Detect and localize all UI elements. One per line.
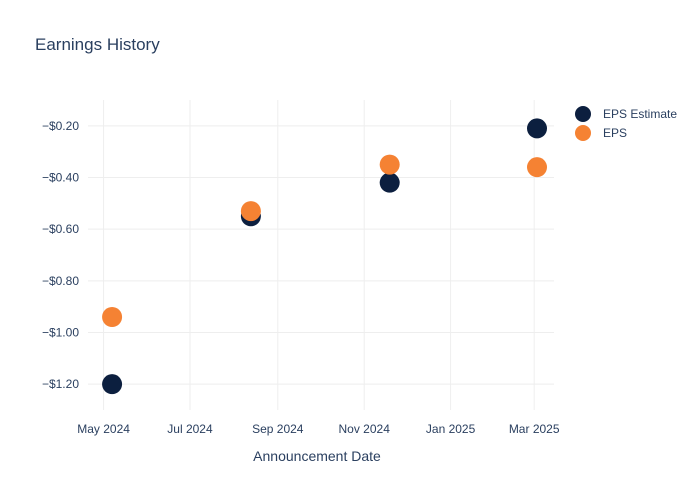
series-eps-estimate: [102, 118, 548, 395]
legend-label: EPS: [603, 126, 627, 140]
chart-title: Earnings History: [35, 35, 160, 54]
y-axis-ticks: −$0.20 −$0.40 −$0.60 −$0.80 −$1.00 −$1.20: [42, 119, 79, 391]
data-point[interactable]: [102, 307, 123, 327]
x-tick-label: Jul 2024: [167, 422, 213, 436]
legend-item[interactable]: EPS: [575, 125, 627, 141]
data-point[interactable]: [527, 157, 548, 178]
x-axis-title: Announcement Date: [253, 448, 381, 464]
data-point[interactable]: [240, 201, 261, 222]
x-tick-label: Nov 2024: [339, 422, 391, 436]
series-eps: [102, 154, 548, 327]
y-tick-label: −$0.80: [42, 274, 79, 288]
x-tick-label: May 2024: [77, 422, 130, 436]
data-point[interactable]: [379, 154, 400, 175]
data-point[interactable]: [527, 118, 548, 139]
legend-marker: [575, 106, 591, 122]
grid-layer: [88, 100, 554, 410]
x-axis-ticks: May 2024 Jul 2024 Sep 2024 Nov 2024 Jan 2025…: [77, 422, 560, 436]
y-tick-label: −$1.00: [42, 326, 79, 340]
y-tick-label: −$0.60: [42, 222, 79, 236]
y-tick-label: −$1.20: [42, 377, 79, 391]
x-tick-label: Jan 2025: [426, 422, 476, 436]
x-tick-label: Mar 2025: [509, 422, 560, 436]
x-tick-label: Sep 2024: [252, 422, 304, 436]
legend-marker: [575, 125, 591, 141]
data-point[interactable]: [379, 172, 400, 193]
legend: EPS Estimate EPS: [575, 106, 677, 141]
y-tick-label: −$0.20: [42, 119, 79, 133]
legend-label: EPS Estimate: [603, 107, 677, 121]
data-point[interactable]: [102, 374, 123, 395]
points-layer: [102, 118, 548, 395]
y-tick-label: −$0.40: [42, 171, 79, 185]
legend-item[interactable]: EPS Estimate: [575, 106, 677, 122]
